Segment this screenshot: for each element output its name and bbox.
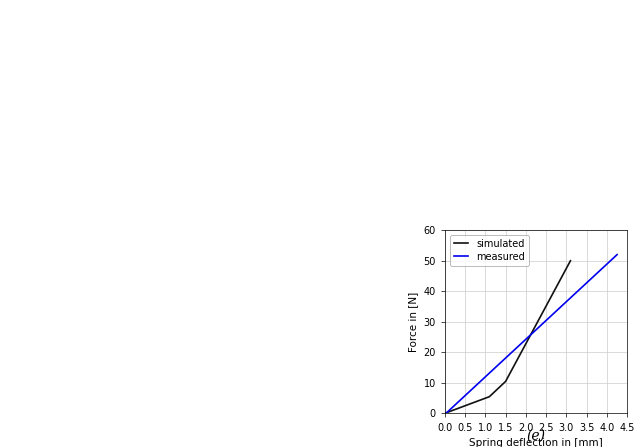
- simulated: [566, 258, 574, 263]
- simulated: [486, 394, 493, 399]
- X-axis label: Spring deflection in [mm]: Spring deflection in [mm]: [469, 438, 603, 447]
- Text: (e): (e): [527, 429, 545, 443]
- simulated: [441, 411, 449, 416]
- measured: [441, 411, 449, 416]
- Legend: simulated, measured: simulated, measured: [450, 235, 529, 266]
- Line: measured: measured: [445, 255, 617, 413]
- measured: [613, 252, 621, 257]
- Y-axis label: Force in [N]: Force in [N]: [408, 292, 418, 352]
- simulated: [443, 410, 451, 415]
- measured: [443, 410, 451, 415]
- simulated: [502, 379, 509, 384]
- Line: simulated: simulated: [445, 261, 570, 413]
